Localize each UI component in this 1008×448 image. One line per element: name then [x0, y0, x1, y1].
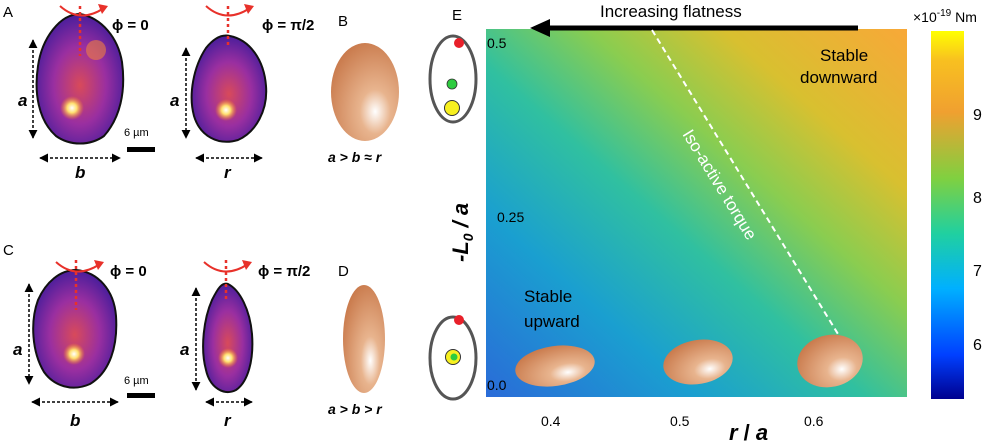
panel-c: C ϕ = 0 a b 6 µm ϕ = π/2 a r — [3, 242, 310, 430]
stable-upward-2: upward — [524, 312, 580, 331]
y-axis-title: -L0 / a — [448, 203, 476, 262]
cell-image-c-left — [32, 268, 118, 389]
scale-bar-label: 6 µm — [124, 127, 149, 139]
stable-downward-1: Stable — [820, 46, 868, 65]
cell-bright-spot — [60, 96, 84, 120]
green-marker — [446, 78, 458, 90]
panel-e: E Increasing flatness Iso-active torque … — [448, 2, 907, 445]
colorbar-tick: 9 — [973, 107, 982, 124]
colorbar-unit: ×10-19 Nm — [913, 8, 977, 25]
panel-d-letter: D — [338, 263, 349, 280]
colorbar: ×10-19 Nm 9 8 7 6 — [913, 8, 982, 399]
dim-label-a: a — [18, 91, 27, 110]
rotation-arrow-icon — [59, 5, 105, 17]
x-axis-title: r / a — [729, 420, 768, 445]
cell-image-a-left — [35, 12, 125, 145]
ellipsoid-b — [331, 43, 399, 141]
colorbar-gradient — [931, 31, 964, 399]
cell-bright-spot — [63, 343, 85, 365]
cell-outline — [428, 315, 478, 401]
cell-outline — [428, 34, 478, 124]
cell-spot — [86, 40, 106, 60]
arrowhead-icon — [530, 19, 550, 37]
panel-b: B a > b ≈ r — [328, 13, 478, 165]
dim-label-a: a — [13, 340, 22, 359]
red-marker — [454, 315, 464, 325]
arrowhead-icon — [242, 260, 252, 270]
scale-bar-label: 6 µm — [124, 375, 149, 387]
scale-bar — [127, 393, 155, 398]
cell-bright-spot — [218, 348, 238, 368]
panel-e-letter: E — [452, 7, 462, 24]
arrowhead-icon — [98, 4, 108, 14]
x-tick: 0.6 — [804, 413, 824, 429]
cell-image-c-right — [202, 282, 254, 393]
red-marker — [454, 38, 464, 48]
relation-b: a > b ≈ r — [328, 149, 383, 165]
scale-bar — [127, 147, 155, 152]
phi-label: ϕ = π/2 — [258, 263, 310, 280]
ellipsoid-round — [797, 334, 863, 388]
cell-image-a-right — [190, 34, 268, 143]
y-tick: 0.5 — [487, 35, 507, 51]
colorbar-tick: 8 — [973, 190, 982, 207]
panel-a-letter: A — [3, 4, 13, 21]
green-marker — [450, 353, 458, 361]
y-tick: 0.0 — [487, 377, 507, 393]
dim-label-b: b — [75, 163, 85, 182]
panel-d: D a > b > r — [328, 263, 478, 417]
dim-label-r: r — [224, 411, 232, 430]
rotation-arrow-icon — [205, 5, 251, 17]
yellow-marker — [444, 100, 460, 116]
phi-label: ϕ = π/2 — [262, 17, 314, 34]
y-tick: 0.25 — [497, 209, 524, 225]
dim-label-b: b — [70, 411, 80, 430]
stable-upward-1: Stable — [524, 287, 572, 306]
panel-a: A ϕ = 0 a b 6 µm ϕ = π/2 a r — [3, 4, 314, 182]
dim-label-a: a — [170, 91, 179, 110]
cell-bright-spot — [215, 99, 237, 121]
arrow-label: Increasing flatness — [600, 2, 742, 21]
colorbar-tick: 6 — [973, 337, 982, 354]
panel-c-letter: C — [3, 242, 14, 259]
ellipsoid-flat — [515, 345, 595, 387]
phi-label: ϕ = 0 — [110, 263, 147, 280]
arrowhead-icon — [244, 4, 254, 14]
x-tick: 0.4 — [541, 413, 561, 429]
rotation-arrow-icon — [203, 261, 249, 273]
x-tick: 0.5 — [670, 413, 690, 429]
relation-d: a > b > r — [328, 401, 383, 417]
dim-label-r: r — [224, 163, 232, 182]
arrowhead-icon — [94, 260, 104, 270]
phi-label: ϕ = 0 — [112, 17, 149, 34]
dim-label-a: a — [180, 340, 189, 359]
ellipsoid-d — [343, 285, 385, 393]
panel-b-letter: B — [338, 13, 348, 30]
colorbar-tick: 7 — [973, 263, 982, 280]
stable-downward-2: downward — [800, 68, 878, 87]
ellipsoid-mid — [663, 339, 733, 385]
rotation-arrow-icon — [55, 261, 101, 273]
